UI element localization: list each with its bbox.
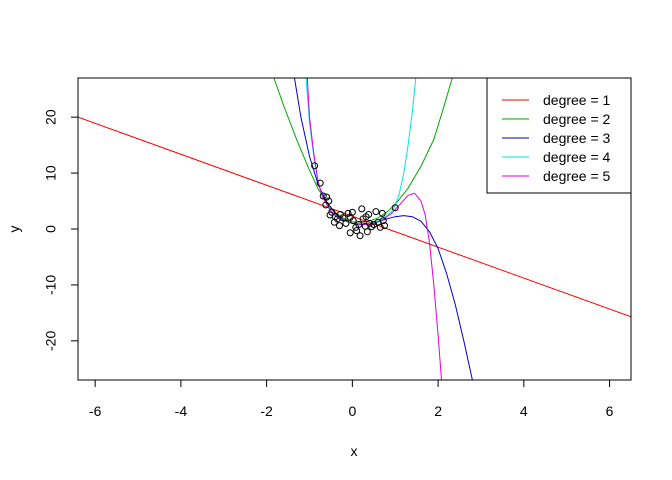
data-point-4 bbox=[323, 193, 331, 201]
data-point-33 bbox=[378, 209, 386, 217]
y-tick-label-5: 20 bbox=[43, 109, 59, 125]
x-axis: -6 -4 -2 0 2 4 6 bbox=[89, 379, 614, 419]
legend-label-1: degree = 1 bbox=[543, 92, 611, 108]
x-tick-label-3: -2 bbox=[260, 403, 273, 419]
legend-label-5: degree = 5 bbox=[543, 168, 611, 184]
legend: degree = 1 degree = 2 degree = 3 degree = 4… bbox=[486, 77, 632, 194]
x-axis-label: x bbox=[351, 443, 358, 459]
y-tick-label-4: 10 bbox=[43, 165, 59, 181]
data-point-34 bbox=[379, 217, 387, 225]
data-point-39 bbox=[336, 222, 343, 230]
data-point-11 bbox=[330, 218, 338, 226]
x-tick-label-7: 6 bbox=[606, 403, 614, 419]
legend-label-3: degree = 3 bbox=[543, 130, 611, 146]
y-axis: -20 -10 0 10 20 bbox=[43, 109, 79, 351]
x-tick-label-2: -4 bbox=[175, 403, 188, 419]
data-point-17 bbox=[348, 208, 356, 216]
data-point-26 bbox=[363, 228, 371, 236]
legend-label-4: degree = 4 bbox=[543, 149, 611, 165]
data-points-layer bbox=[311, 162, 399, 240]
y-tick-label-3: 0 bbox=[43, 225, 59, 233]
x-tick-label-5: 2 bbox=[434, 403, 442, 419]
data-point-32 bbox=[376, 223, 384, 231]
data-point-36 bbox=[391, 204, 399, 212]
data-point-1 bbox=[311, 162, 319, 170]
data-point-13 bbox=[339, 214, 347, 222]
data-point-14 bbox=[342, 219, 350, 227]
data-point-2 bbox=[316, 179, 324, 187]
data-point-15 bbox=[344, 209, 352, 217]
x-tick-label-6: 4 bbox=[520, 403, 528, 419]
y-axis-label: y bbox=[6, 226, 22, 233]
data-point-22 bbox=[358, 205, 366, 213]
x-tick-label-1: -6 bbox=[89, 403, 102, 419]
data-point-38 bbox=[355, 221, 363, 229]
series-line-1 bbox=[78, 116, 631, 318]
data-point-30 bbox=[372, 208, 380, 216]
data-point-37 bbox=[346, 229, 354, 237]
y-tick-label-1: -20 bbox=[43, 331, 59, 351]
data-point-6 bbox=[322, 201, 330, 209]
data-point-28 bbox=[368, 223, 376, 231]
legend-label-2: degree = 2 bbox=[543, 111, 611, 127]
data-point-21 bbox=[356, 232, 364, 240]
data-point-40 bbox=[365, 210, 373, 218]
data-point-18 bbox=[349, 217, 357, 225]
y-tick-label-2: -10 bbox=[43, 275, 59, 295]
data-point-3 bbox=[319, 192, 327, 200]
data-point-29 bbox=[370, 221, 378, 229]
data-point-35 bbox=[381, 222, 389, 230]
data-point-20 bbox=[353, 227, 361, 235]
legend-box bbox=[486, 77, 632, 194]
x-tick-label-4: 0 bbox=[348, 403, 356, 419]
